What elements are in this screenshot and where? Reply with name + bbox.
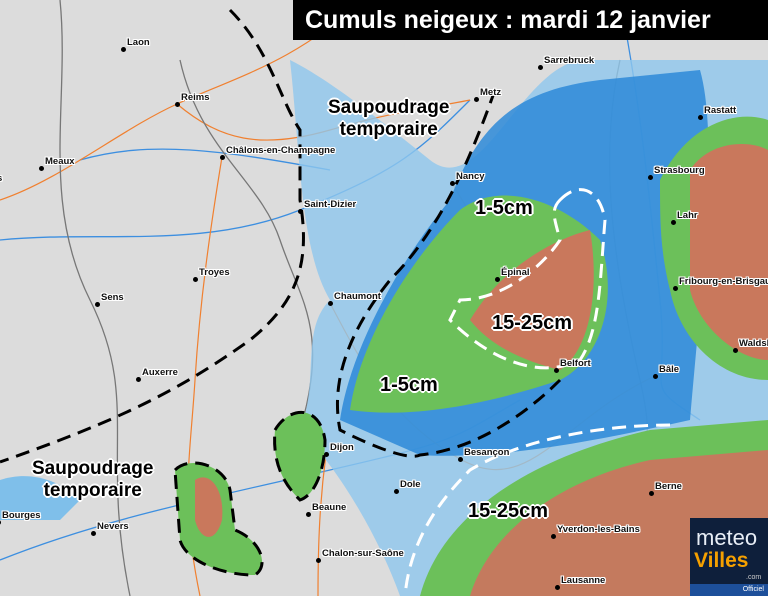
city-marker — [649, 491, 654, 496]
zone-label: Saupoudrage temporaire — [328, 97, 450, 140]
zone-label: Saupoudrage temporaire — [32, 458, 154, 501]
city-label: Saint-Dizier — [304, 199, 357, 210]
city-label: Sarrebruck — [544, 55, 595, 66]
city-label: Troyes — [199, 267, 230, 278]
city-label: Belfort — [560, 358, 591, 369]
city-marker — [0, 520, 1, 525]
city-marker — [474, 97, 479, 102]
city-marker — [39, 166, 44, 171]
zone-label: 1-5cm — [475, 197, 533, 219]
city-label: Lahr — [677, 210, 698, 221]
logo-line1: meteo — [696, 525, 758, 550]
snow-cover — [0, 60, 768, 596]
city-marker — [91, 531, 96, 536]
city-marker — [306, 512, 311, 517]
city-marker — [648, 175, 653, 180]
city-label: Berne — [655, 481, 682, 492]
city-label: Beaune — [312, 502, 347, 513]
logo-suffix: .com — [746, 574, 762, 581]
city-marker — [554, 368, 559, 373]
city-label: Yverdon-les-Bains — [557, 524, 640, 535]
city-marker — [394, 489, 399, 494]
meteovilles-logo[interactable]: meteo Villes .com Officiel — [690, 518, 768, 596]
city-marker — [653, 374, 658, 379]
city-marker — [551, 534, 556, 539]
city-label: Besançon — [464, 447, 510, 458]
logo-line2: Villes — [694, 549, 749, 572]
city-label: Nancy — [456, 171, 485, 182]
city-label: Lausanne — [561, 575, 606, 586]
city-label: Paris — [0, 173, 2, 184]
zone-label: 1-5cm — [380, 374, 438, 396]
city-marker — [328, 301, 333, 306]
zone-label: 15-25cm — [468, 500, 549, 522]
logo-badge: Officiel — [690, 584, 768, 596]
city-marker — [671, 220, 676, 225]
city-marker — [121, 47, 126, 52]
city-label: Bourges — [2, 510, 41, 521]
city-label: Reims — [181, 92, 210, 103]
city-marker — [733, 348, 738, 353]
city-marker — [175, 102, 180, 107]
city-label: Bâle — [659, 364, 680, 375]
city-label: Rastatt — [704, 105, 737, 116]
city-marker — [316, 558, 321, 563]
city-label: Waldshut — [739, 338, 768, 349]
city-marker — [555, 585, 560, 590]
city-marker — [136, 377, 141, 382]
map-title: Cumuls neigeux : mardi 12 janvier — [293, 0, 768, 40]
city-marker — [698, 115, 703, 120]
city-label: Chaumont — [334, 291, 381, 302]
city-label: Dole — [400, 479, 421, 490]
city-label: Strasbourg — [654, 165, 705, 176]
zone-boundaries — [0, 8, 671, 596]
city-label: Auxerre — [142, 367, 178, 378]
city-label: Épinal — [501, 267, 530, 278]
city-label: Fribourg-en-Brisgau — [679, 276, 768, 287]
city-marker — [95, 302, 100, 307]
zone-label: 15-25cm — [492, 312, 573, 334]
city-label: Metz — [480, 87, 502, 98]
city-marker — [495, 277, 500, 282]
city-label: Dijon — [330, 442, 354, 453]
city-marker — [324, 452, 329, 457]
city-marker — [673, 286, 678, 291]
city-label: Laon — [127, 37, 150, 48]
city-label: Meaux — [45, 156, 75, 167]
city-label: Nevers — [97, 521, 129, 532]
city-label: Chalon-sur-Saône — [322, 548, 404, 559]
city-label: Sens — [101, 292, 124, 303]
city-marker — [450, 181, 455, 186]
city-marker — [298, 209, 303, 214]
city-marker — [538, 65, 543, 70]
city-marker — [458, 457, 463, 462]
city-marker — [220, 155, 225, 160]
city-label: Châlons-en-Champagne — [226, 145, 336, 156]
city-marker — [193, 277, 198, 282]
